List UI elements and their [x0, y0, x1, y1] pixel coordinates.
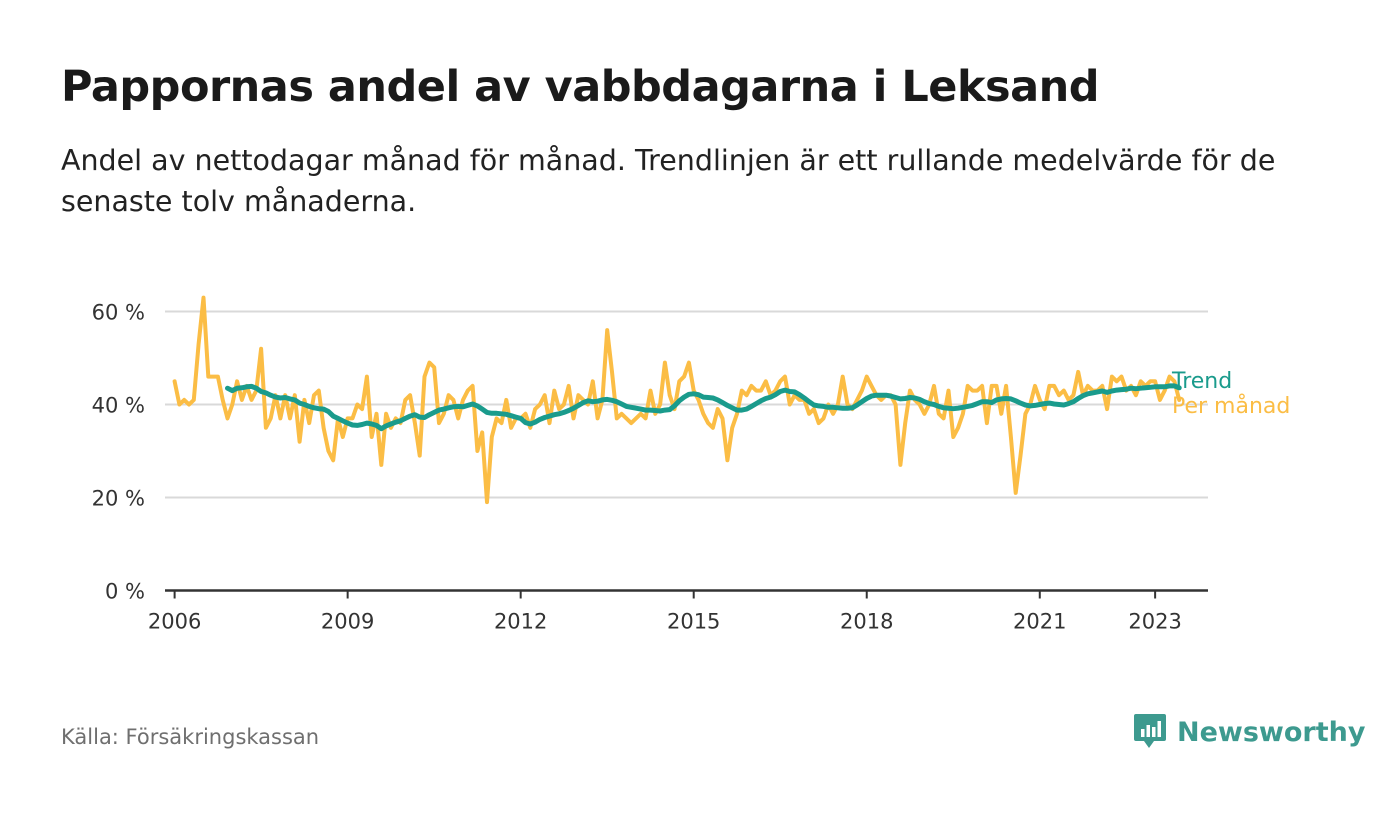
page-subtitle: Andel av nettodagar månad för månad. Tre…: [61, 144, 1276, 218]
x-tick-label: 2012: [494, 610, 547, 634]
series-line-per-manad: [172, 295, 1182, 505]
page-title: Pappornas andel av vabbdagarna i Leksand: [61, 62, 1100, 112]
newsworthy-logo-icon: [1134, 714, 1166, 748]
x-tick-label: 2006: [148, 610, 201, 634]
y-tick-label: 40 %: [92, 394, 145, 418]
x-axis: 2006 2009 2012 2015 2018 2021 2023: [148, 589, 1208, 634]
y-tick-label: 0 %: [105, 580, 145, 604]
chart-series: [172, 295, 1182, 505]
series-line-trend: [225, 383, 1182, 432]
x-tick-label: 2018: [840, 610, 893, 634]
x-tick-label: 2023: [1128, 610, 1181, 634]
source-note: Källa: Försäkringskassan: [61, 725, 320, 749]
x-tick-label: 2015: [667, 610, 720, 634]
x-tick-label: 2009: [321, 610, 374, 634]
newsworthy-logo-text: Newsworthy: [1177, 716, 1366, 748]
y-axis-tick-labels: 0 % 20 % 40 % 60 %: [92, 301, 145, 604]
y-tick-label: 20 %: [92, 487, 145, 511]
x-tick-label: 2021: [1013, 610, 1066, 634]
series-label-per-manad: Per månad: [1172, 393, 1290, 419]
series-label-trend: Trend: [1171, 369, 1232, 394]
y-tick-label: 60 %: [92, 301, 145, 325]
newsworthy-logo[interactable]: Newsworthy: [1133, 712, 1365, 752]
